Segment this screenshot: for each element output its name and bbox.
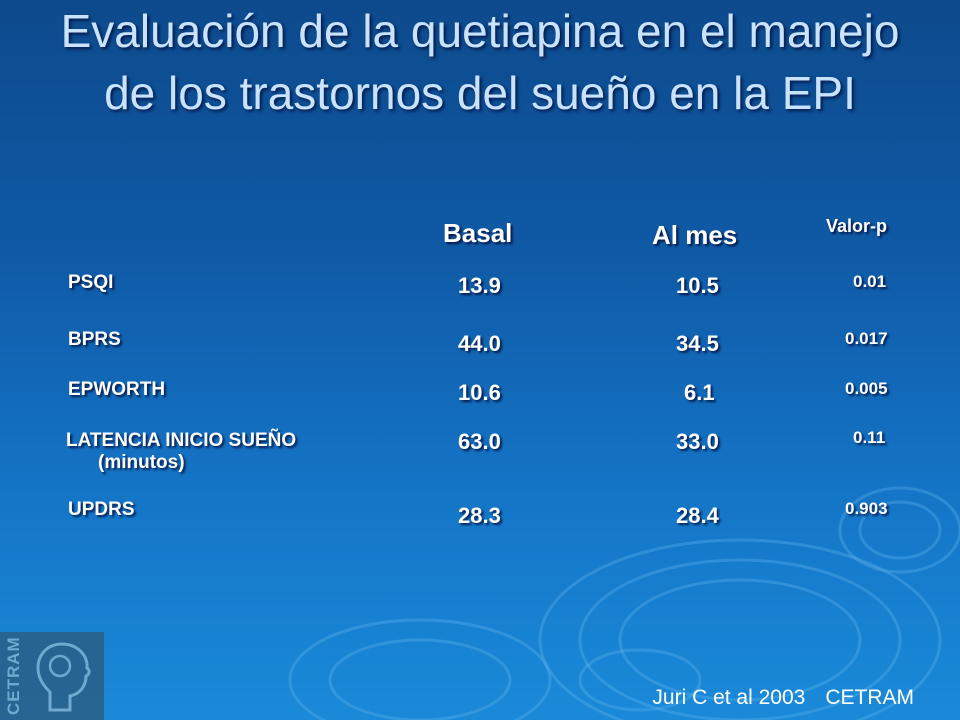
cell-p-psqi: 0.01	[853, 272, 887, 291]
row-label-latencia-main: LATENCIA INICIO SUEÑO	[66, 430, 297, 451]
cell-al-mes-psqi: 10.5	[676, 273, 719, 298]
row-label-latencia-sub: (minutos)	[98, 452, 185, 473]
cetram-logo: CETRAM	[0, 632, 104, 720]
cell-basal-latencia: 63.0	[458, 429, 501, 454]
row-label-psqi: PSQI	[68, 272, 114, 293]
cell-al-mes-latencia: 33.0	[676, 429, 719, 454]
head-profile-icon	[36, 642, 91, 712]
row-label-latencia: LATENCIA INICIO SUEÑO (minutos)	[66, 430, 296, 474]
header-valor-p: Valor-p	[826, 216, 888, 236]
slide-title: Evaluación de la quetiapina en el manejo…	[60, 5, 900, 119]
org-text: CETRAM	[825, 686, 914, 709]
cell-basal-psqi: 13.9	[458, 273, 501, 298]
cell-p-latencia: 0.11	[853, 428, 886, 447]
cell-basal-epworth: 10.6	[458, 380, 501, 405]
header-basal: Basal	[443, 218, 513, 248]
cell-basal-updrs: 28.3	[458, 503, 501, 528]
cell-p-updrs: 0.903	[845, 499, 888, 518]
cell-al-mes-bprs: 34.5	[676, 331, 719, 356]
logo-text: CETRAM	[4, 636, 23, 716]
row-label-updrs: UPDRS	[68, 499, 135, 520]
cell-basal-bprs: 44.0	[458, 331, 501, 356]
footer-citation: Juri C et al 2003 CETRAM	[632, 686, 914, 710]
row-label-epworth: EPWORTH	[68, 379, 166, 400]
row-label-bprs: BPRS	[68, 329, 121, 350]
header-al-mes: Al mes	[652, 220, 738, 250]
cell-al-mes-epworth: 6.1	[684, 380, 715, 405]
cell-p-epworth: 0.005	[845, 379, 888, 398]
citation-text: Juri C et al 2003	[652, 686, 806, 709]
cell-al-mes-updrs: 28.4	[676, 503, 719, 528]
cell-p-bprs: 0.017	[845, 329, 888, 348]
